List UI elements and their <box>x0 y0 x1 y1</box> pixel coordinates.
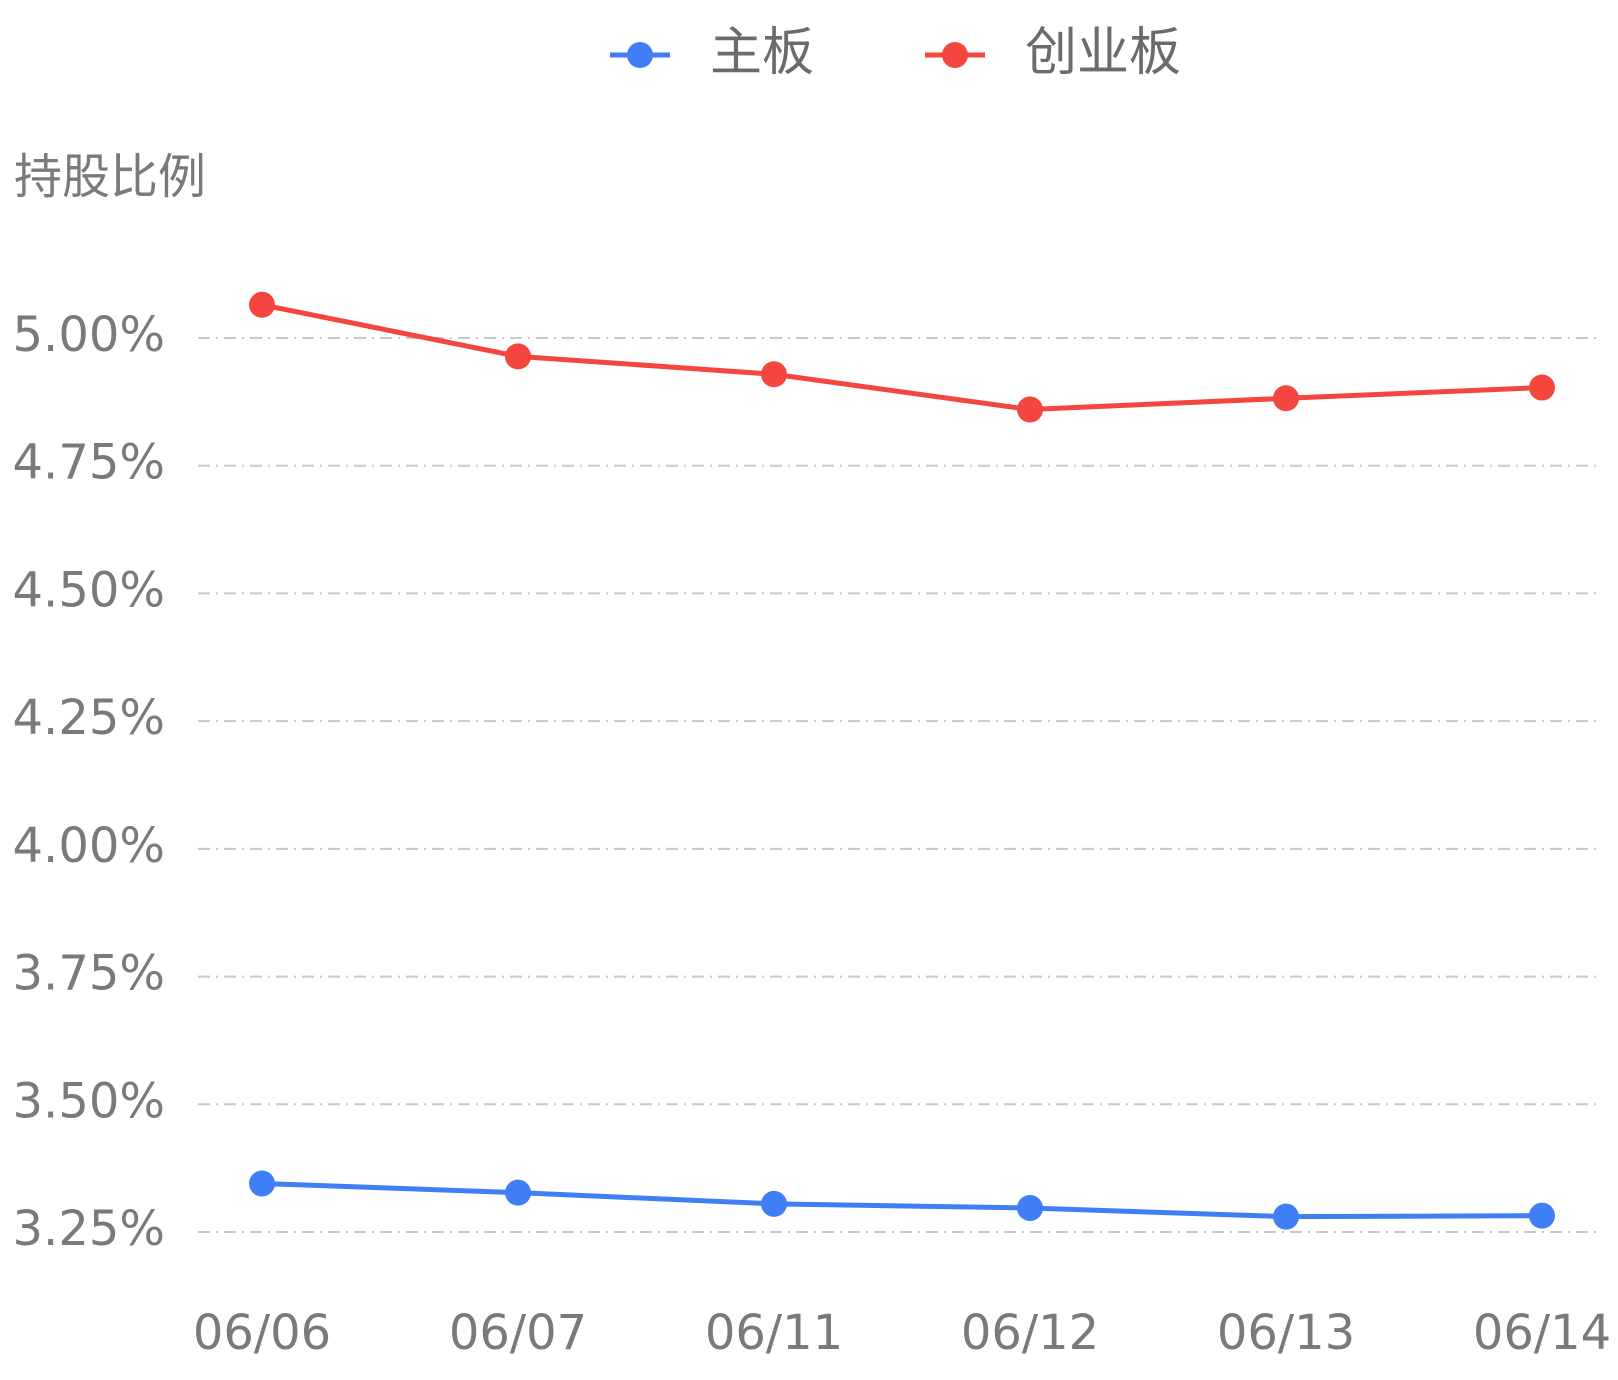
y-axis-title: 持股比例 <box>14 149 206 205</box>
x-tick-label: 06/11 <box>705 1305 843 1361</box>
y-tick-label: 4.75% <box>13 435 165 491</box>
data-point <box>761 1190 787 1217</box>
x-tick-label: 06/14 <box>1473 1305 1611 1361</box>
y-tick-label: 4.25% <box>13 690 165 746</box>
data-point <box>761 361 787 388</box>
y-tick-label: 3.50% <box>13 1073 165 1129</box>
data-point <box>505 1179 531 1206</box>
y-tick-label: 5.00% <box>13 307 165 363</box>
data-point <box>1273 1203 1299 1230</box>
series-line <box>261 302 1543 413</box>
y-tick-label: 3.25% <box>13 1201 165 1257</box>
y-tick-label: 3.75% <box>13 946 165 1002</box>
data-point <box>249 291 275 318</box>
data-point <box>1017 396 1043 423</box>
legend-marker <box>627 42 653 68</box>
data-point <box>249 1170 275 1197</box>
y-tick-label: 4.00% <box>13 818 165 874</box>
x-tick-label: 06/12 <box>961 1305 1099 1361</box>
data-point <box>1529 374 1555 401</box>
data-point <box>1017 1194 1043 1221</box>
legend-label: 创业板 <box>1025 23 1181 83</box>
data-point <box>1273 385 1299 412</box>
legend-marker <box>942 42 968 68</box>
x-tick-label: 06/06 <box>193 1305 331 1361</box>
data-point <box>505 343 531 370</box>
x-tick-label: 06/07 <box>449 1305 587 1361</box>
data-point <box>1529 1202 1555 1229</box>
series-line <box>261 1180 1543 1220</box>
y-tick-label: 4.50% <box>13 562 165 618</box>
legend-label: 主板 <box>710 23 814 83</box>
x-tick-label: 06/13 <box>1217 1305 1355 1361</box>
